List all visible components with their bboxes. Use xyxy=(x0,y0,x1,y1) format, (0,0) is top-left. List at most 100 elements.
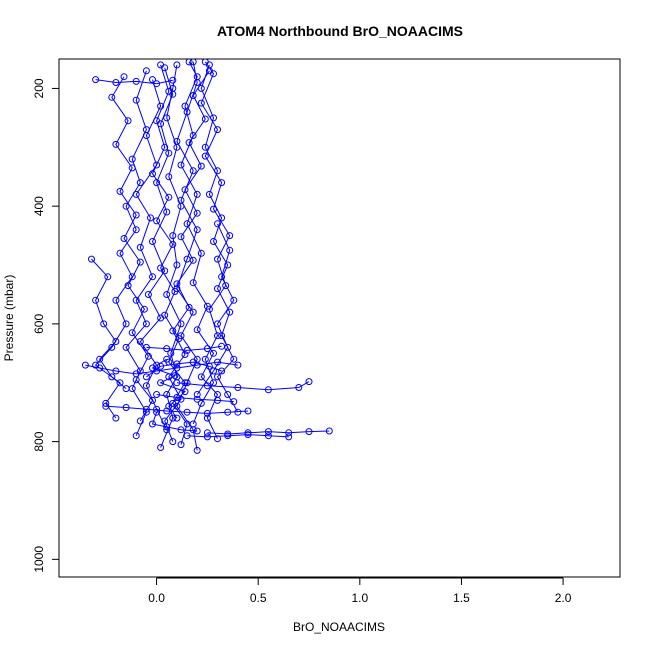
data-point xyxy=(153,391,161,398)
data-point xyxy=(132,376,140,384)
data-point xyxy=(214,220,221,228)
data-point xyxy=(157,264,165,272)
data-point xyxy=(161,143,169,151)
series-line-4 xyxy=(180,61,219,439)
data-point xyxy=(185,139,193,147)
series-line-10 xyxy=(95,79,173,85)
data-point xyxy=(149,396,156,404)
data-point xyxy=(214,373,221,381)
data-point xyxy=(132,96,140,104)
y-axis-label: Pressure (mbar) xyxy=(2,275,16,362)
series-line-19 xyxy=(164,70,210,442)
data-point xyxy=(153,80,161,88)
data-point xyxy=(201,152,209,160)
data-point xyxy=(230,296,238,304)
series-line-12 xyxy=(187,434,289,438)
data-point xyxy=(142,343,150,351)
data-point xyxy=(214,332,221,340)
data-point xyxy=(108,93,116,101)
data-point xyxy=(122,404,130,411)
data-point xyxy=(124,117,132,125)
data-point xyxy=(149,420,156,428)
data-point xyxy=(173,379,181,387)
data-point xyxy=(197,249,205,257)
x-tick-label: 0.0 xyxy=(148,591,165,605)
data-point xyxy=(181,351,189,358)
data-point xyxy=(149,170,156,178)
series-line-1 xyxy=(160,64,182,448)
data-point xyxy=(224,391,232,398)
data-point xyxy=(197,99,205,107)
data-point xyxy=(264,428,272,436)
data-point xyxy=(224,408,232,416)
data-point xyxy=(181,388,189,396)
data-point xyxy=(203,414,211,422)
data-point xyxy=(171,288,179,295)
data-point xyxy=(214,435,221,443)
series-line-11 xyxy=(207,430,330,435)
data-point xyxy=(132,432,140,440)
data-point xyxy=(136,243,144,251)
data-point xyxy=(112,79,120,86)
data-point xyxy=(183,432,191,440)
x-tick-label: 1.5 xyxy=(453,591,470,605)
data-point xyxy=(147,214,154,222)
data-point xyxy=(193,446,201,454)
data-point xyxy=(205,67,213,75)
data-point xyxy=(163,355,171,363)
data-point xyxy=(153,217,161,225)
data-point xyxy=(189,420,197,428)
data-point xyxy=(149,364,156,372)
data-point xyxy=(169,76,177,84)
data-point xyxy=(132,211,140,219)
data-point xyxy=(177,426,185,434)
data-point xyxy=(285,433,293,441)
data-point xyxy=(197,373,205,381)
data-point xyxy=(108,343,116,351)
data-point xyxy=(120,235,128,242)
series-line-18 xyxy=(111,76,154,422)
data-point xyxy=(149,273,156,281)
data-point xyxy=(189,256,197,264)
data-point xyxy=(214,126,221,134)
data-point xyxy=(189,279,197,287)
data-point xyxy=(128,329,136,337)
data-point xyxy=(81,361,89,369)
data-point xyxy=(205,362,213,370)
data-point xyxy=(175,335,183,343)
data-point xyxy=(132,77,140,85)
series-line-23 xyxy=(151,412,198,432)
data-point xyxy=(136,179,144,187)
data-point xyxy=(122,320,130,328)
x-tick-label: 1.0 xyxy=(351,591,368,605)
data-point xyxy=(234,361,242,369)
data-point xyxy=(122,202,130,210)
data-point xyxy=(183,346,191,354)
data-point xyxy=(218,367,226,375)
data-point xyxy=(128,155,136,163)
data-point xyxy=(163,345,171,353)
data-point xyxy=(214,255,221,263)
data-point xyxy=(165,87,173,95)
data-point xyxy=(193,326,201,334)
data-point xyxy=(189,358,197,366)
data-point xyxy=(163,423,171,431)
data-point xyxy=(161,311,169,319)
data-point xyxy=(203,409,211,417)
data-point xyxy=(112,338,120,345)
data-point xyxy=(226,232,234,240)
data-point xyxy=(193,395,201,403)
data-point xyxy=(88,255,95,263)
data-point xyxy=(214,320,221,328)
data-point xyxy=(295,384,303,391)
data-point xyxy=(142,320,150,328)
data-point xyxy=(165,149,173,157)
data-point xyxy=(157,61,165,69)
data-point xyxy=(189,59,197,66)
data-point xyxy=(203,382,211,390)
y-tick-label: 600 xyxy=(32,314,46,334)
data-point xyxy=(183,408,191,416)
series-line-14 xyxy=(176,381,310,391)
data-point xyxy=(163,114,171,122)
data-point xyxy=(264,432,272,440)
